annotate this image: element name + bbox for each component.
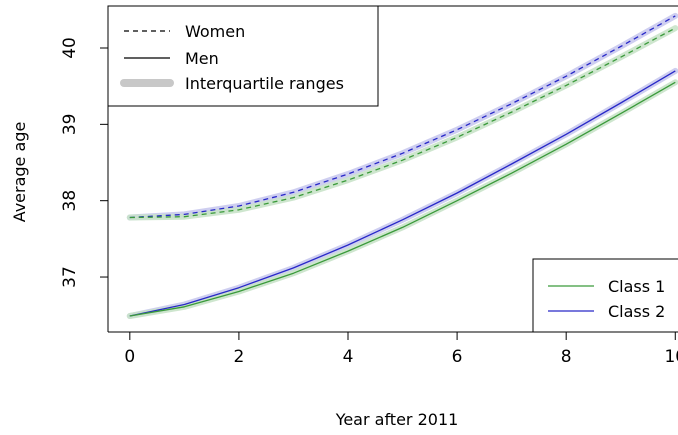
- y-axis-title: Average age: [10, 122, 29, 223]
- x-axis-title: Year after 2011: [335, 410, 459, 429]
- legend-class-1-label: Class 1: [608, 277, 665, 296]
- legend-men-label: Men: [185, 49, 219, 68]
- y-tick-label: 37: [60, 266, 80, 288]
- women-class-2-line: [129, 15, 676, 219]
- legend-class-box: [532, 258, 678, 333]
- legend-class-2-label: Class 2: [608, 302, 665, 321]
- y-tick-label: 40: [60, 37, 80, 59]
- legend-women-label: Women: [185, 22, 245, 41]
- legend-class: Class 1 Class 2: [532, 258, 678, 333]
- y-tick-label: 39: [60, 114, 80, 136]
- x-tick-label: 8: [561, 347, 572, 367]
- x-tick-label: 0: [124, 347, 135, 367]
- x-tick-label: 10: [664, 347, 678, 367]
- legend-iqr-label: Interquartile ranges: [185, 74, 344, 93]
- x-tick-label: 2: [233, 347, 244, 367]
- men-class-1-line: [129, 81, 676, 317]
- x-tick-label: 6: [452, 347, 463, 367]
- legend-line-style: Women Men Interquartile ranges: [107, 5, 379, 107]
- men-class-2-line: [129, 70, 676, 317]
- y-tick-label: 38: [60, 190, 80, 212]
- legend-line-style-box: [107, 5, 379, 107]
- women-class-1-line: [129, 27, 676, 219]
- x-tick-label: 4: [343, 347, 354, 367]
